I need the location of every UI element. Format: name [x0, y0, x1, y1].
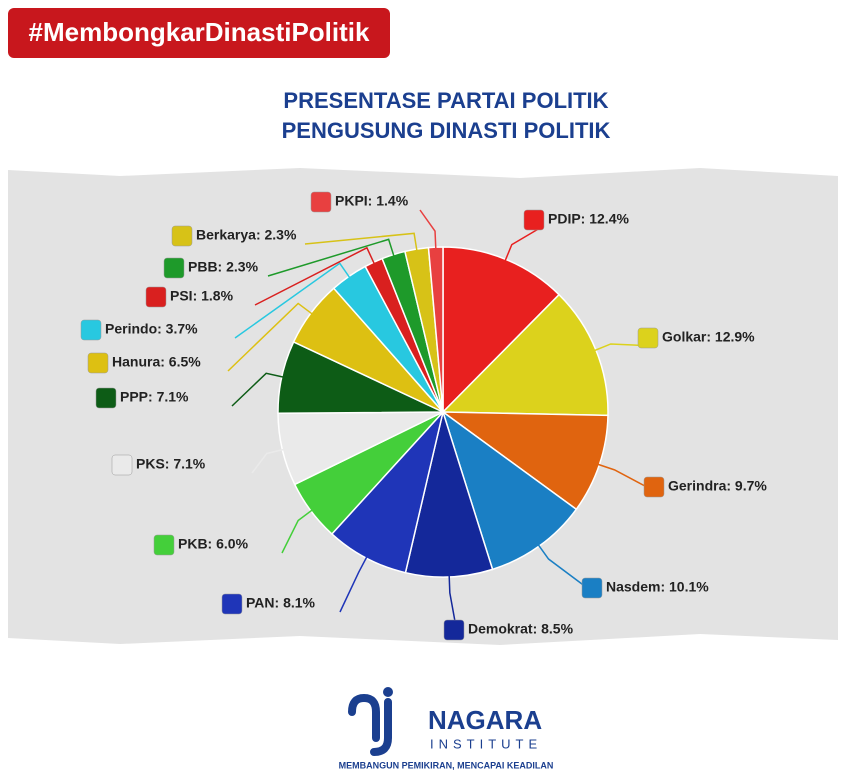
party-logo [643, 476, 665, 498]
data-label: PAN: 8.1% [246, 595, 316, 611]
hashtag: #MembongkarDinastiPolitik [29, 17, 370, 47]
data-label: Golkar: 12.9% [662, 329, 755, 345]
leader-line [227, 302, 315, 372]
data-label: Perindo: 3.7% [105, 321, 198, 337]
data-label: Gerindra: 9.7% [668, 478, 767, 494]
data-label: PKPI: 1.4% [335, 193, 409, 209]
data-label: PPP: 7.1% [120, 389, 189, 405]
chart-title: PENGUSUNG DINASTI POLITIK [282, 118, 611, 143]
data-label: Hanura: 6.5% [112, 354, 201, 370]
party-logo [581, 577, 603, 599]
party-logo [95, 387, 117, 409]
party-logo [221, 593, 243, 615]
party-logo [153, 534, 175, 556]
logo [348, 693, 392, 756]
party-logo [443, 619, 465, 641]
chart-title: PRESENTASE PARTAI POLITIK [283, 88, 608, 113]
hashtag-banner [8, 8, 390, 58]
party-logo [87, 352, 109, 374]
party-logo [111, 454, 133, 476]
logo-dot [383, 687, 393, 697]
leader-line [234, 262, 352, 339]
leader-line [251, 448, 287, 474]
leader-line [339, 554, 369, 613]
leader-line [254, 246, 376, 306]
data-label: Berkarya: 2.3% [196, 227, 297, 243]
leader-line [304, 232, 419, 254]
data-label: PKS: 7.1% [136, 456, 206, 472]
party-logo [171, 225, 193, 247]
data-label: Demokrat: 8.5% [468, 621, 574, 637]
data-label: PKB: 6.0% [178, 536, 249, 552]
party-logo [145, 286, 167, 308]
pie [277, 246, 609, 578]
party-logo [80, 319, 102, 341]
leader-line [231, 372, 286, 407]
data-label: PBB: 2.3% [188, 259, 259, 275]
party-logo [637, 327, 659, 349]
data-label: PDIP: 12.4% [548, 211, 629, 227]
leader-line [536, 542, 599, 597]
party-logo [523, 209, 545, 231]
leader-line [419, 209, 437, 252]
data-label: Nasdem: 10.1% [606, 579, 709, 595]
data-label: PSI: 1.8% [170, 288, 234, 304]
party-logo [310, 191, 332, 213]
party-logo [163, 257, 185, 279]
brand-name: NAGARA [428, 705, 542, 735]
brand-sub: INSTITUTE [430, 736, 542, 751]
leader-line [503, 227, 541, 264]
leader-line [281, 507, 315, 554]
leader-line [267, 238, 396, 277]
tagline: MEMBANGUN PEMIKIRAN, MENCAPAI KEADILAN [339, 760, 554, 770]
